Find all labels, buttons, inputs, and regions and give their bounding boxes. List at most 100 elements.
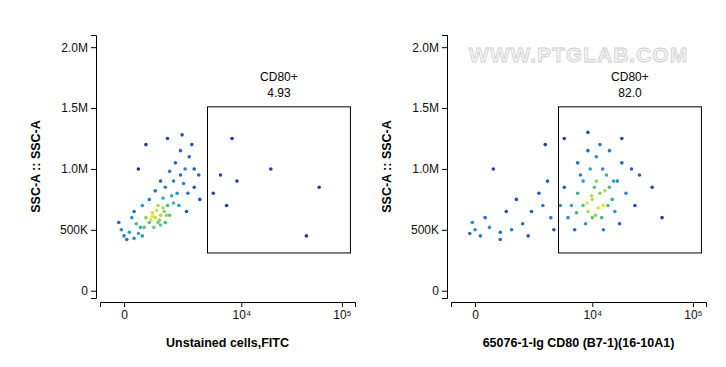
points [117,133,321,241]
tick-mark [442,47,447,48]
tick-label: 0 [81,284,88,298]
event-point [530,210,534,214]
points [468,131,664,242]
event-point [521,222,525,226]
event-point [137,232,141,236]
event-point [159,213,163,217]
event-point [608,149,612,153]
tick-mark [124,302,125,307]
y-axis: 0500K1.0M1.5M2.0M [60,36,97,299]
event-point [269,167,273,171]
event-point [593,185,597,189]
event-point [144,143,148,147]
event-point [166,204,170,208]
event-point [180,133,184,137]
event-point [179,149,183,153]
event-point [317,185,321,189]
tick-label: 1.0M [61,162,88,176]
event-point [141,234,145,238]
event-point [620,161,624,165]
event-point [588,167,592,171]
y-axis: 0500K1.0M1.5M2.0M [411,36,448,299]
event-point [186,191,190,195]
event-point [225,204,229,208]
event-point [515,198,519,202]
event-point [182,182,186,186]
event-point [185,210,189,214]
event-point [562,185,566,189]
event-point [570,204,574,208]
event-point [197,173,201,177]
event-point [573,228,577,232]
event-point [172,179,176,183]
event-point [156,221,160,225]
event-point [526,234,530,238]
event-point [164,221,168,225]
event-point [144,216,148,220]
tick: 10⁵ [684,302,702,322]
event-point [590,198,594,202]
event-point [153,189,157,193]
event-point [139,226,143,230]
event-point [147,198,151,202]
event-point [170,194,174,198]
tick-label: 500K [411,223,439,237]
tick-mark [241,302,242,307]
event-point [620,137,624,141]
event-point [498,230,502,234]
event-point [168,170,172,174]
y-axis-title: SSC-A :: SSC-A [29,120,43,213]
axis-line [101,303,356,308]
event-point [161,196,165,200]
tick-mark [91,230,96,231]
gate-percent: 4.93 [267,86,291,100]
tick-label: 1.5M [412,101,439,115]
event-point [581,204,585,208]
event-point [608,185,612,189]
event-point [132,210,136,214]
event-point [605,173,609,177]
event-point [598,143,602,147]
panel: CD80+4.93010⁴10⁵0500K1.0M1.5M2.0MUnstain… [29,36,356,351]
tick-label: 10⁵ [684,308,702,322]
event-point [177,204,181,208]
event-point [504,210,508,214]
event-point [562,137,566,141]
event-point [471,221,475,225]
event-point [537,191,541,195]
tick: 1.5M [412,101,447,115]
tick-mark [91,169,96,170]
event-point [479,234,483,238]
event-point [579,173,583,177]
tick: 2.0M [412,41,447,55]
event-point [179,173,183,177]
event-point [161,206,165,210]
gate [559,107,702,253]
event-point [638,173,642,177]
event-point [576,191,580,195]
event-point [510,228,514,232]
event-point [198,198,202,202]
gate-percent: 82.0 [618,86,642,100]
event-point [151,215,155,219]
tick-mark [91,291,96,292]
event-point [603,189,607,193]
event-point [149,218,153,222]
tick-mark [91,47,96,48]
tick: 1.0M [61,162,96,176]
event-point [633,204,637,208]
event-point [192,185,196,189]
tick-mark [592,302,593,307]
axis-line [91,36,97,299]
tick-mark [442,108,447,109]
event-point [660,216,664,220]
event-point [483,216,487,220]
event-point [190,143,194,147]
event-point [598,191,602,195]
event-point [162,210,166,214]
x-axis-title: Unstained cells,FITC [166,336,289,350]
event-point [600,216,604,220]
event-point [164,185,168,189]
event-point [165,213,169,217]
event-point [168,213,172,217]
